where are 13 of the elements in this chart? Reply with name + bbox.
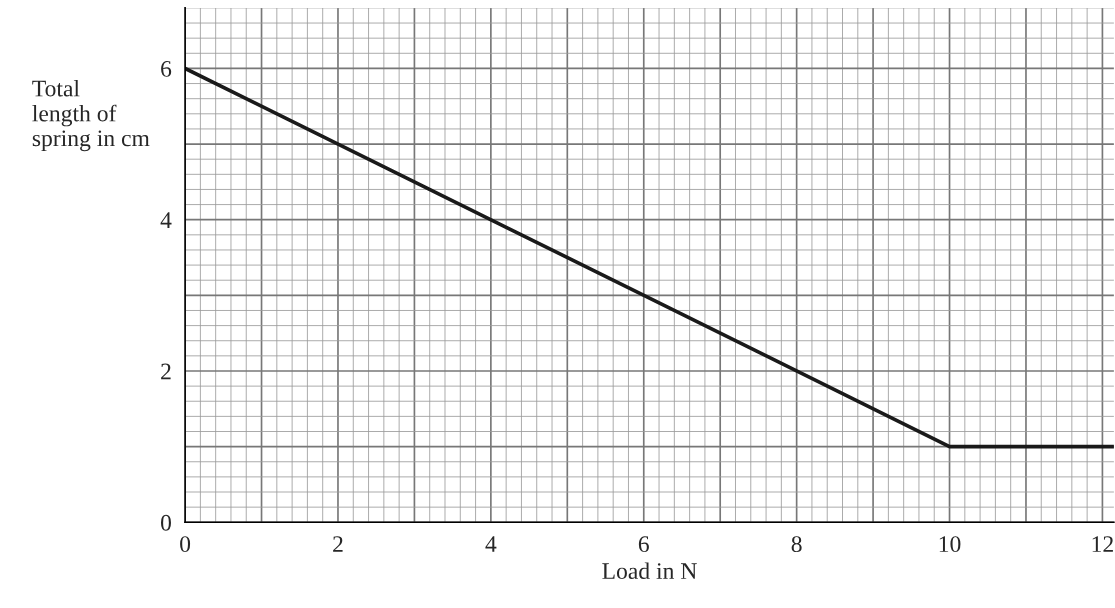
x-tick-label: 4 (485, 536, 497, 552)
y-tick-label: 0 (160, 514, 171, 531)
x-tick-label: 2 (333, 536, 343, 552)
y-tick-label: 6 (161, 60, 172, 77)
y-tick-label: 2 (161, 363, 171, 380)
x-tick-label: 10 (939, 536, 961, 553)
y-axis-title: Total length of spring in cm (32, 79, 150, 152)
x-tick-label: 8 (791, 536, 802, 553)
x-tick-label: 6 (638, 536, 649, 553)
x-axis-title: Load in N (602, 562, 697, 580)
x-tick-label: 12 (1092, 536, 1113, 552)
x-tick-label: 0 (180, 536, 191, 553)
y-tick-label: 4 (160, 212, 172, 228)
